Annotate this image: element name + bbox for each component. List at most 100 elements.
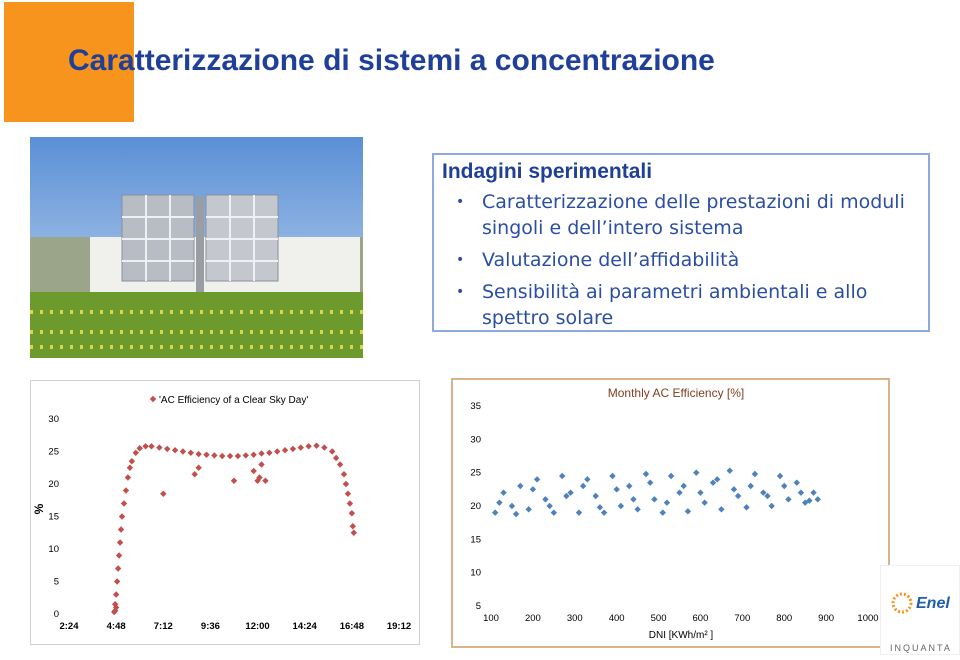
data-point (195, 450, 202, 458)
data-point (113, 578, 121, 585)
data-point (321, 444, 328, 451)
y-tick-label: 15 (48, 512, 59, 523)
x-tick-label: 200 (525, 613, 541, 624)
data-point (684, 508, 692, 515)
data-point (142, 443, 149, 450)
data-point (508, 502, 516, 510)
y-tick-label: 10 (48, 544, 59, 555)
data-point (340, 471, 348, 478)
accent-block (4, 2, 134, 122)
y-tick-label: 25 (470, 468, 481, 479)
panel-grid (122, 195, 278, 281)
grass (30, 292, 363, 358)
tracker-pole (196, 197, 204, 307)
data-point (768, 502, 775, 510)
bullet: Caratterizzazione delle prestazioni di m… (456, 189, 920, 241)
data-point (118, 513, 126, 520)
y-tick-label: 30 (48, 414, 59, 425)
data-point (262, 477, 269, 484)
data-point (226, 452, 234, 460)
data-point (617, 502, 625, 510)
data-point (256, 474, 263, 481)
data-point (747, 482, 754, 490)
chart-title: Monthly AC Efficiency [%] (608, 386, 745, 400)
x-tick-label: 4:48 (107, 621, 126, 632)
data-point (211, 452, 218, 459)
data-point (785, 496, 792, 503)
chart: % 0 5 10 15 20 25 30 2:24 4:48 7:12 9:36 12:00 14:24… (30, 380, 420, 645)
data-point (781, 482, 788, 490)
data-point (600, 509, 608, 516)
data-point (533, 476, 541, 483)
data-point (156, 444, 163, 451)
data-point (250, 467, 257, 475)
data-point (332, 454, 340, 462)
x-tick-label: 16:48 (340, 621, 364, 632)
data-point (693, 469, 700, 476)
data-point (313, 442, 320, 449)
data-point (814, 496, 821, 503)
data-point (579, 482, 587, 490)
data-point (349, 523, 357, 530)
data-point (634, 506, 641, 513)
y-tick-label: 5 (476, 601, 481, 612)
data-point (160, 490, 167, 497)
data-point (734, 492, 742, 500)
logo-brand: Enel (916, 595, 950, 612)
data-point (512, 510, 520, 518)
y-tick-label: 35 (470, 401, 481, 412)
data-point (667, 472, 675, 480)
data-point (546, 502, 553, 510)
y-tick-label: 25 (48, 447, 59, 458)
data-point (281, 447, 289, 454)
data-point (596, 504, 604, 511)
y-tick-label: 0 (54, 609, 59, 620)
data-point (491, 509, 499, 516)
logo: Enel INQUANTA (879, 564, 960, 656)
data-point (266, 449, 273, 456)
data-point (529, 486, 537, 493)
data-point (203, 451, 210, 458)
data-point (148, 443, 155, 450)
data-point (115, 552, 123, 559)
data-point (559, 472, 566, 480)
data-point (336, 461, 344, 468)
logo-sun (891, 592, 913, 614)
data-point (642, 470, 650, 478)
data-point (793, 479, 800, 486)
data-point (120, 500, 128, 507)
data-point (542, 496, 549, 503)
data-point (680, 482, 687, 490)
y-tick-label: 20 (470, 501, 481, 512)
data-point (348, 510, 356, 517)
photo (30, 137, 363, 358)
legend-label: 'AC Efficiency of a Clear Sky Day' (159, 395, 308, 406)
data-point (630, 496, 637, 503)
x-tick-label: 500 (651, 613, 667, 624)
x-tick-label: 12:00 (245, 621, 269, 632)
y-tick-label: 10 (470, 568, 481, 579)
data-point (195, 464, 202, 471)
data-point (128, 458, 136, 465)
logo-graphic: Enel INQUANTA (879, 564, 960, 656)
data-point (329, 448, 336, 455)
data-point (179, 448, 187, 455)
data-point (730, 486, 738, 493)
slide-title: Caratterizzazione di sistemi a concentra… (68, 44, 715, 77)
data-point (751, 470, 759, 478)
y-axis-label: % (32, 503, 46, 514)
x-tick-label: 900 (818, 613, 834, 624)
data-point (230, 477, 238, 484)
x-tick-label: 100 (483, 613, 499, 624)
data-point (550, 509, 558, 516)
data-point (111, 601, 119, 608)
data-point (116, 539, 124, 546)
data-point (124, 474, 132, 481)
data-point (718, 506, 725, 513)
bullet: Valutazione dell’affidabilità (456, 247, 920, 273)
data-point (112, 591, 120, 598)
y-tick-label: 5 (54, 577, 59, 588)
data-point (575, 509, 583, 516)
data-point (764, 492, 771, 500)
data-point (242, 452, 249, 459)
